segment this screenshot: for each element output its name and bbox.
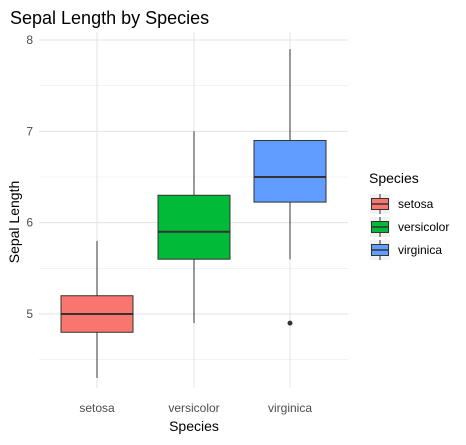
iqr-box (157, 194, 231, 260)
y-tick-label: 6 (26, 216, 33, 230)
box-versicolor (157, 131, 231, 324)
y-tick-label: 5 (26, 307, 33, 321)
chart-title: Sepal Length by Species (10, 8, 209, 28)
y-tick-label: 7 (26, 124, 33, 138)
legend-title: Species (369, 170, 419, 186)
legend: Species setosa versicolor virginica (369, 170, 449, 260)
box-setosa (60, 240, 134, 378)
x-tick-label: virginica (268, 401, 312, 415)
outlier-point (287, 320, 293, 326)
legend-label: virginica (398, 243, 442, 257)
x-tick-label: versicolor (168, 401, 219, 415)
x-tick-labels: setosa versicolor virginica (79, 401, 312, 415)
legend-item-setosa: setosa (370, 194, 434, 214)
y-axis-label: Sepal Length (6, 181, 22, 264)
x-tick-label: setosa (79, 401, 115, 415)
iqr-box (253, 139, 327, 203)
legend-item-virginica: virginica (370, 240, 442, 260)
box-virginica (253, 49, 327, 326)
legend-label: setosa (398, 197, 434, 211)
legend-item-versicolor: versicolor (370, 217, 449, 237)
y-tick-labels: 5 6 7 8 (26, 33, 33, 321)
y-tick-label: 8 (26, 33, 33, 47)
legend-label: versicolor (398, 220, 449, 234)
boxes (60, 49, 327, 378)
x-axis-label: Species (169, 418, 219, 434)
